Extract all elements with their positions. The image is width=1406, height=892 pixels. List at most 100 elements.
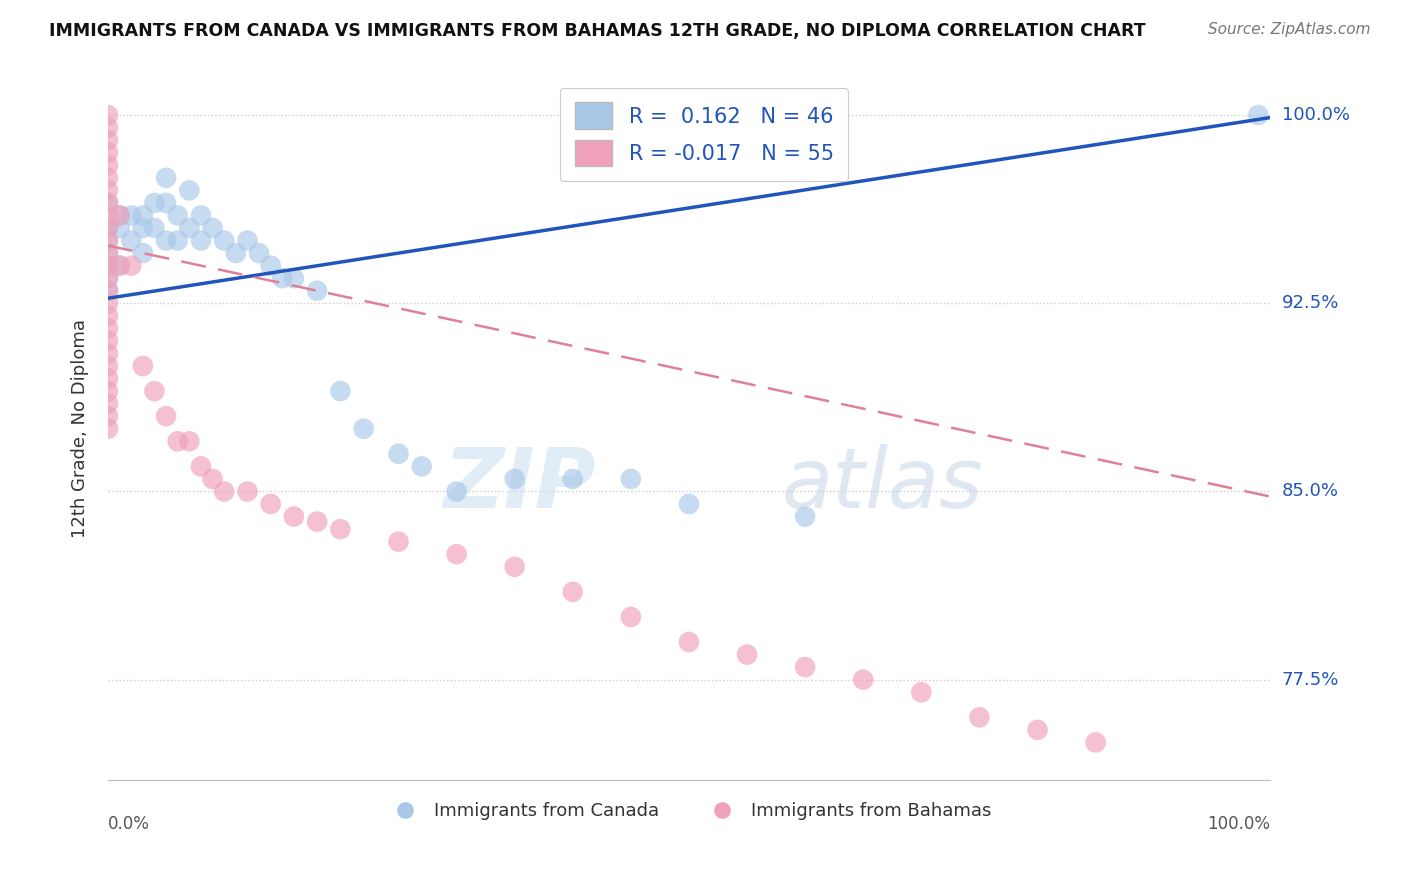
Point	[97, 209, 120, 223]
Point	[97, 183, 120, 197]
Point	[446, 547, 468, 561]
Point	[97, 371, 120, 385]
Point	[166, 209, 188, 223]
Point	[155, 409, 177, 424]
Point	[190, 459, 212, 474]
Point	[561, 472, 583, 486]
Point	[97, 284, 120, 298]
Point	[97, 359, 120, 373]
Point	[97, 409, 120, 424]
Point	[97, 259, 120, 273]
Point	[411, 459, 433, 474]
Point	[97, 108, 120, 122]
Point	[166, 434, 188, 449]
Point	[108, 209, 131, 223]
Point	[120, 209, 142, 223]
Point	[910, 685, 932, 699]
Point	[155, 170, 177, 185]
Point	[1084, 735, 1107, 749]
Text: 100.0%: 100.0%	[1281, 106, 1350, 124]
Point	[329, 384, 352, 398]
Point	[620, 472, 643, 486]
Point	[108, 259, 131, 273]
Point	[97, 346, 120, 360]
Point	[97, 397, 120, 411]
Point	[1026, 723, 1049, 737]
Point	[307, 515, 329, 529]
Point	[201, 221, 224, 235]
Point	[97, 158, 120, 172]
Point	[212, 234, 235, 248]
Text: 100.0%: 100.0%	[1206, 815, 1270, 833]
Point	[97, 195, 120, 210]
Text: IMMIGRANTS FROM CANADA VS IMMIGRANTS FROM BAHAMAS 12TH GRADE, NO DIPLOMA CORRELA: IMMIGRANTS FROM CANADA VS IMMIGRANTS FRO…	[49, 22, 1146, 40]
Text: 92.5%: 92.5%	[1281, 294, 1339, 312]
Point	[97, 309, 120, 323]
Point	[166, 234, 188, 248]
Point	[97, 145, 120, 160]
Point	[283, 509, 305, 524]
Point	[132, 221, 155, 235]
Point	[329, 522, 352, 536]
Point	[97, 170, 120, 185]
Point	[97, 120, 120, 135]
Point	[155, 234, 177, 248]
Point	[271, 271, 294, 285]
Point	[97, 321, 120, 335]
Text: 0.0%: 0.0%	[108, 815, 150, 833]
Point	[155, 195, 177, 210]
Point	[97, 234, 120, 248]
Point	[179, 221, 201, 235]
Point	[179, 434, 201, 449]
Point	[97, 296, 120, 310]
Text: 77.5%: 77.5%	[1281, 671, 1339, 689]
Y-axis label: 12th Grade, No Diploma: 12th Grade, No Diploma	[72, 319, 89, 538]
Point	[97, 271, 120, 285]
Point	[260, 259, 283, 273]
Legend: Immigrants from Canada, Immigrants from Bahamas: Immigrants from Canada, Immigrants from …	[380, 795, 998, 827]
Point	[1247, 108, 1270, 122]
Point	[212, 484, 235, 499]
Point	[97, 221, 120, 235]
Text: atlas: atlas	[782, 444, 984, 525]
Point	[201, 472, 224, 486]
Point	[143, 221, 166, 235]
Point	[236, 484, 259, 499]
Point	[307, 284, 329, 298]
Point	[190, 209, 212, 223]
Point	[108, 259, 131, 273]
Text: Source: ZipAtlas.com: Source: ZipAtlas.com	[1208, 22, 1371, 37]
Point	[143, 195, 166, 210]
Point	[120, 234, 142, 248]
Point	[678, 635, 700, 649]
Point	[97, 284, 120, 298]
Point	[620, 610, 643, 624]
Point	[97, 221, 120, 235]
Point	[735, 648, 758, 662]
Point	[97, 271, 120, 285]
Point	[97, 246, 120, 260]
Point	[143, 384, 166, 398]
Point	[97, 133, 120, 147]
Point	[852, 673, 875, 687]
Point	[97, 334, 120, 348]
Point	[260, 497, 283, 511]
Point	[969, 710, 991, 724]
Point	[190, 234, 212, 248]
Point	[179, 183, 201, 197]
Point	[97, 259, 120, 273]
Point	[503, 472, 526, 486]
Point	[353, 422, 375, 436]
Point	[97, 422, 120, 436]
Point	[132, 246, 155, 260]
Point	[387, 534, 409, 549]
Point	[283, 271, 305, 285]
Point	[108, 209, 131, 223]
Point	[794, 660, 817, 674]
Point	[97, 246, 120, 260]
Text: 85.0%: 85.0%	[1281, 483, 1339, 500]
Point	[236, 234, 259, 248]
Point	[225, 246, 247, 260]
Point	[108, 221, 131, 235]
Point	[97, 195, 120, 210]
